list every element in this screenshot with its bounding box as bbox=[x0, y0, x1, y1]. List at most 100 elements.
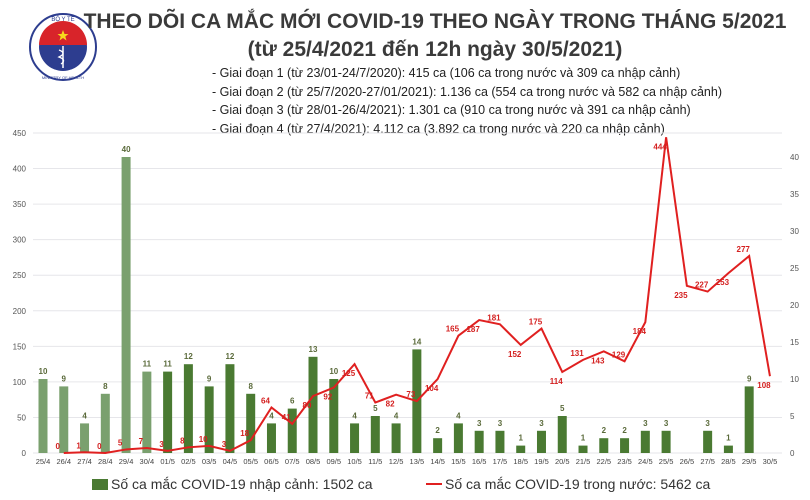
bar-label: 4 bbox=[394, 411, 399, 420]
line-label: 131 bbox=[570, 349, 584, 358]
left-axis-tick: 450 bbox=[13, 129, 27, 138]
bar-imported bbox=[557, 416, 567, 453]
bar-label: 4 bbox=[456, 411, 461, 420]
bar-imported bbox=[640, 430, 650, 453]
bar-imported bbox=[204, 386, 214, 453]
x-axis-tick: 10/5 bbox=[347, 457, 362, 466]
legend-domestic-label: Số ca mắc COVID-19 trong nước: 5462 ca bbox=[445, 476, 711, 492]
legend-line-swatch bbox=[426, 483, 442, 485]
line-label: 152 bbox=[508, 350, 522, 359]
right-axis-tick: 5 bbox=[790, 412, 795, 421]
legend-imported-label: Số ca mắc COVID-19 nhập cảnh: 1502 ca bbox=[111, 476, 373, 492]
bar-imported bbox=[266, 423, 276, 453]
bar-label: 8 bbox=[248, 382, 253, 391]
x-axis-tick: 24/5 bbox=[638, 457, 653, 466]
x-axis-tick: 08/5 bbox=[306, 457, 321, 466]
bar-label: 11 bbox=[163, 360, 172, 369]
x-axis-tick: 16/5 bbox=[472, 457, 487, 466]
line-label: 8 bbox=[180, 436, 185, 445]
line-label: 7 bbox=[139, 437, 144, 446]
bar-imported bbox=[391, 423, 401, 453]
bar-label: 1 bbox=[581, 434, 586, 443]
line-label: 277 bbox=[737, 245, 751, 254]
bar-imported bbox=[225, 364, 235, 453]
bar-label: 4 bbox=[82, 411, 87, 420]
right-axis-tick: 15 bbox=[790, 338, 799, 347]
line-label: 108 bbox=[757, 381, 771, 390]
line-label: 165 bbox=[446, 325, 460, 334]
x-axis-tick: 28/4 bbox=[98, 457, 113, 466]
bar-label: 5 bbox=[373, 404, 378, 413]
right-axis-tick: 40 bbox=[790, 153, 799, 162]
line-label: 444 bbox=[653, 142, 667, 151]
x-axis-tick: 29/4 bbox=[119, 457, 134, 466]
x-axis-tick: 19/5 bbox=[534, 457, 549, 466]
line-label: 184 bbox=[633, 327, 647, 336]
bar-imported bbox=[578, 445, 588, 453]
logo-top-text: BỘ Y TẾ bbox=[51, 16, 74, 23]
x-axis-tick: 22/5 bbox=[596, 457, 611, 466]
note-phase-3: - Giai đoạn 3 (từ 28/01-26/4/2021): 1.30… bbox=[212, 103, 691, 117]
x-axis-tick: 17/5 bbox=[493, 457, 508, 466]
x-axis-tick: 25/4 bbox=[36, 457, 51, 466]
bar-imported bbox=[599, 438, 609, 453]
bar-imported bbox=[142, 371, 152, 453]
bar-imported bbox=[661, 430, 671, 453]
x-axis-tick: 26/5 bbox=[680, 457, 695, 466]
line-label: 129 bbox=[612, 350, 626, 359]
note-phase-4: - Giai đoạn 4 (từ 27/4/2021): 4.112 ca (… bbox=[212, 121, 665, 136]
note-phase-2: - Giai đoạn 2 (từ 25/7/2020-27/01/2021):… bbox=[212, 84, 722, 99]
x-axis-tick: 20/5 bbox=[555, 457, 570, 466]
x-axis-tick: 25/5 bbox=[659, 457, 674, 466]
right-axis-tick: 10 bbox=[790, 375, 799, 384]
bar-label: 3 bbox=[477, 419, 482, 428]
bar-label: 9 bbox=[747, 374, 752, 383]
bar-imported bbox=[370, 416, 380, 453]
line-label: 82 bbox=[386, 400, 395, 409]
bar-imported bbox=[620, 438, 630, 453]
line-label: 5 bbox=[118, 438, 123, 447]
x-axis-tick: 02/5 bbox=[181, 457, 196, 466]
line-label: 10 bbox=[199, 435, 208, 444]
x-axis-tick: 30/4 bbox=[140, 457, 155, 466]
left-axis-tick: 0 bbox=[22, 449, 27, 458]
line-label: 1 bbox=[76, 441, 81, 450]
bar-imported bbox=[723, 445, 733, 453]
bar-label: 8 bbox=[103, 382, 108, 391]
note-phase-1: - Giai đoạn 1 (từ 23/01-24/7/2020): 415 … bbox=[212, 66, 681, 80]
bar-imported bbox=[100, 393, 110, 453]
right-axis-tick: 20 bbox=[790, 301, 799, 310]
left-axis-tick: 100 bbox=[13, 378, 27, 387]
line-label: 181 bbox=[487, 313, 501, 322]
bar-imported bbox=[308, 356, 318, 453]
right-axis-tick: 30 bbox=[790, 227, 799, 236]
x-axis-tick: 13/5 bbox=[410, 457, 425, 466]
bar-imported bbox=[246, 393, 256, 453]
bar-imported bbox=[516, 445, 526, 453]
ministry-of-health-logo: BỘ Y TẾ MINISTRY OF HEALTH bbox=[29, 13, 97, 81]
bar-label: 3 bbox=[539, 419, 544, 428]
bar-imported bbox=[495, 430, 505, 453]
left-axis-tick: 150 bbox=[13, 342, 27, 351]
bar-imported bbox=[703, 430, 713, 453]
x-axis-tick: 26/4 bbox=[56, 457, 71, 466]
x-axis-tick: 27/5 bbox=[700, 457, 715, 466]
x-axis-tick: 21/5 bbox=[576, 457, 591, 466]
bar-label: 2 bbox=[435, 426, 440, 435]
line-domestic bbox=[63, 137, 771, 455]
bar-label: 10 bbox=[329, 367, 338, 376]
bar-imported bbox=[350, 423, 360, 453]
bar-label: 2 bbox=[602, 426, 607, 435]
bar-label: 3 bbox=[643, 419, 648, 428]
bar-label: 13 bbox=[309, 345, 318, 354]
line-label: 104 bbox=[425, 384, 439, 393]
bar-imported bbox=[121, 157, 131, 453]
line-label: 3 bbox=[159, 440, 164, 449]
left-axis-tick: 50 bbox=[17, 413, 26, 422]
bar-label: 10 bbox=[39, 367, 48, 376]
bar-imported bbox=[80, 423, 90, 453]
bar-imported bbox=[329, 379, 339, 453]
logo-bottom-text: MINISTRY OF HEALTH bbox=[42, 75, 84, 80]
x-axis-tick: 14/5 bbox=[430, 457, 445, 466]
line-label: 143 bbox=[591, 356, 605, 365]
